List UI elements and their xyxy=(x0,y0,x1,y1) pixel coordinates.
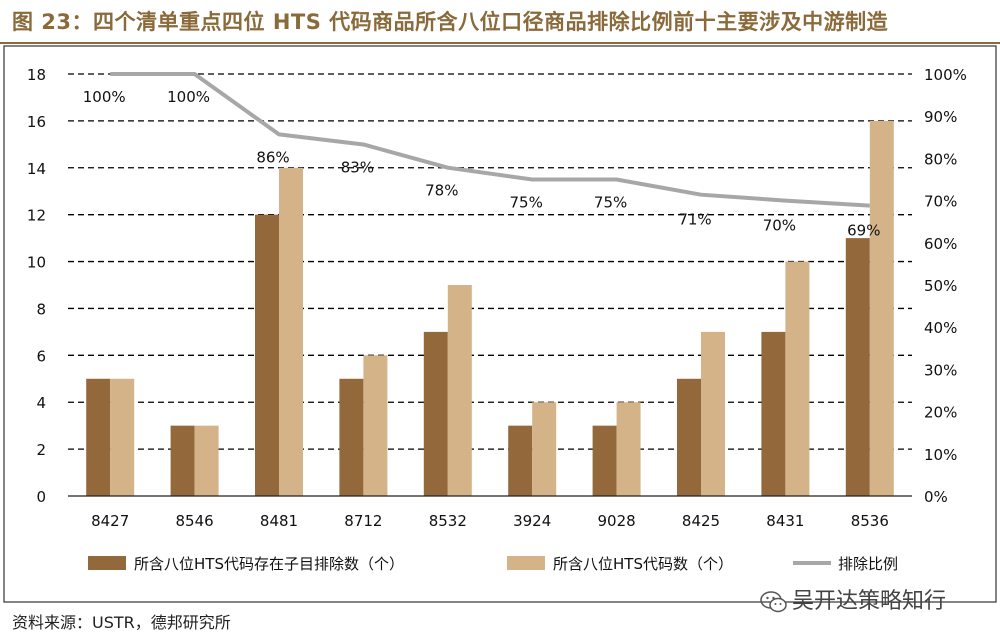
y-left-tick-label: 4 xyxy=(36,394,46,412)
y-right-tick-label: 60% xyxy=(924,235,957,253)
watermark: 吴开达策略知行 xyxy=(760,583,946,615)
y-left-tick-label: 16 xyxy=(27,113,46,131)
y-left-tick-label: 2 xyxy=(36,441,46,459)
ratio-data-label: 78% xyxy=(425,182,458,200)
bar-total xyxy=(869,120,894,496)
legend-swatch-total xyxy=(507,556,545,570)
ratio-data-label: 70% xyxy=(763,217,796,235)
source-note: 资料来源：USTR，德邦研究所 xyxy=(12,613,231,632)
bar-excluded xyxy=(255,214,279,496)
bar-excluded xyxy=(423,331,448,496)
bar-total xyxy=(616,402,641,496)
ratio-data-label: 75% xyxy=(510,194,543,212)
bar-excluded xyxy=(86,378,111,496)
watermark-text: 吴开达策略知行 xyxy=(792,589,947,614)
y-left-tick-label: 10 xyxy=(27,254,46,272)
bar-excluded xyxy=(339,378,364,496)
y-right-tick-label: 0% xyxy=(924,488,948,506)
combo-chart: 100% 100%86%83%78%75% 75%71% 70% 69% 0246810… xyxy=(3,45,997,603)
x-tick-label: 8425 xyxy=(682,512,720,530)
bar-total xyxy=(110,378,135,496)
bar-excluded xyxy=(592,425,617,496)
legend: 所含八位HTS代码存在子目排除数（个） 所含八位HTS代码数（个） 排除比例 xyxy=(88,555,898,573)
bar-excluded xyxy=(170,425,195,496)
y-left-tick-label: 12 xyxy=(27,207,46,225)
y-right-tick-label: 10% xyxy=(924,446,957,464)
y-left-tick-label: 8 xyxy=(36,300,46,318)
figure-title: 图 23：四个清单重点四位 HTS 代码商品所含八位口径商品排除比例前十主要涉及… xyxy=(12,10,889,34)
chart-border xyxy=(3,45,997,603)
y-right-tick-label: 80% xyxy=(924,150,957,168)
title-divider xyxy=(0,42,1000,44)
ratio-data-label: 75% xyxy=(594,194,627,212)
x-tick-label: 8536 xyxy=(851,512,889,530)
axes: 0 2 4 6 8 10 12 14 16 18 0% 10% 20% 30% 40% 50% 60% 70% 80… xyxy=(27,66,967,530)
y-right-tick-label: 40% xyxy=(924,319,957,337)
y-right-tick-label: 90% xyxy=(924,108,957,126)
ratio-data-label: 100% xyxy=(83,88,126,106)
x-tick-label: 8546 xyxy=(176,512,214,530)
legend-label-ratio: 排除比例 xyxy=(838,555,898,573)
ratio-line-path xyxy=(110,72,870,208)
bar-excluded xyxy=(508,425,533,496)
x-tick-label: 8427 xyxy=(91,512,129,530)
wechat-icon xyxy=(760,591,787,613)
y-right-tick-label: 30% xyxy=(924,361,957,379)
x-tick-label: 8431 xyxy=(766,512,804,530)
bar-total xyxy=(532,402,557,496)
bar-excluded xyxy=(845,238,870,496)
bar-excluded xyxy=(677,378,701,496)
bar-total xyxy=(447,285,472,496)
x-tick-label: 3924 xyxy=(513,512,551,530)
bar-total xyxy=(701,331,725,496)
bar-total xyxy=(194,425,219,496)
legend-label-excluded: 所含八位HTS代码存在子目排除数（个） xyxy=(134,555,404,573)
x-tick-label: 9028 xyxy=(598,512,636,530)
legend-label-total: 所含八位HTS代码数（个） xyxy=(553,555,733,573)
legend-swatch-excluded xyxy=(88,556,126,570)
ratio-line: 100% 100% 86% 83% 78% 75% 75% 71% 70% 69% xyxy=(83,72,880,240)
chart-area: 100% 100% 86% 83% 78% 75% 75% 71% 70% 69% 0 2 4 6 8 10… xyxy=(0,44,1000,604)
ratio-data-label: 83% xyxy=(341,158,374,176)
x-tick-label: 8532 xyxy=(429,512,467,530)
ratio-data-label: 69% xyxy=(847,222,880,240)
ratio-data-label: 86% xyxy=(256,148,289,166)
y-right-tick-label: 70% xyxy=(924,193,957,211)
y-left-tick-label: 6 xyxy=(36,347,46,365)
y-right-tick-label: 100% xyxy=(924,66,967,84)
x-tick-label: 8481 xyxy=(260,512,298,530)
bar-total xyxy=(785,261,810,496)
y-right-tick-label: 20% xyxy=(924,404,957,422)
bar-total xyxy=(279,167,303,496)
y-left-tick-label: 18 xyxy=(27,66,46,84)
bar-total xyxy=(363,355,388,496)
y-left-tick-label: 14 xyxy=(27,160,46,178)
y-left-tick-label: 0 xyxy=(36,488,46,506)
bars xyxy=(86,120,894,496)
ratio-data-label: 71% xyxy=(678,211,711,229)
x-tick-label: 8712 xyxy=(344,512,382,530)
ratio-data-label: 100% xyxy=(167,88,210,106)
y-right-tick-label: 50% xyxy=(924,277,957,295)
bar-excluded xyxy=(761,331,786,496)
